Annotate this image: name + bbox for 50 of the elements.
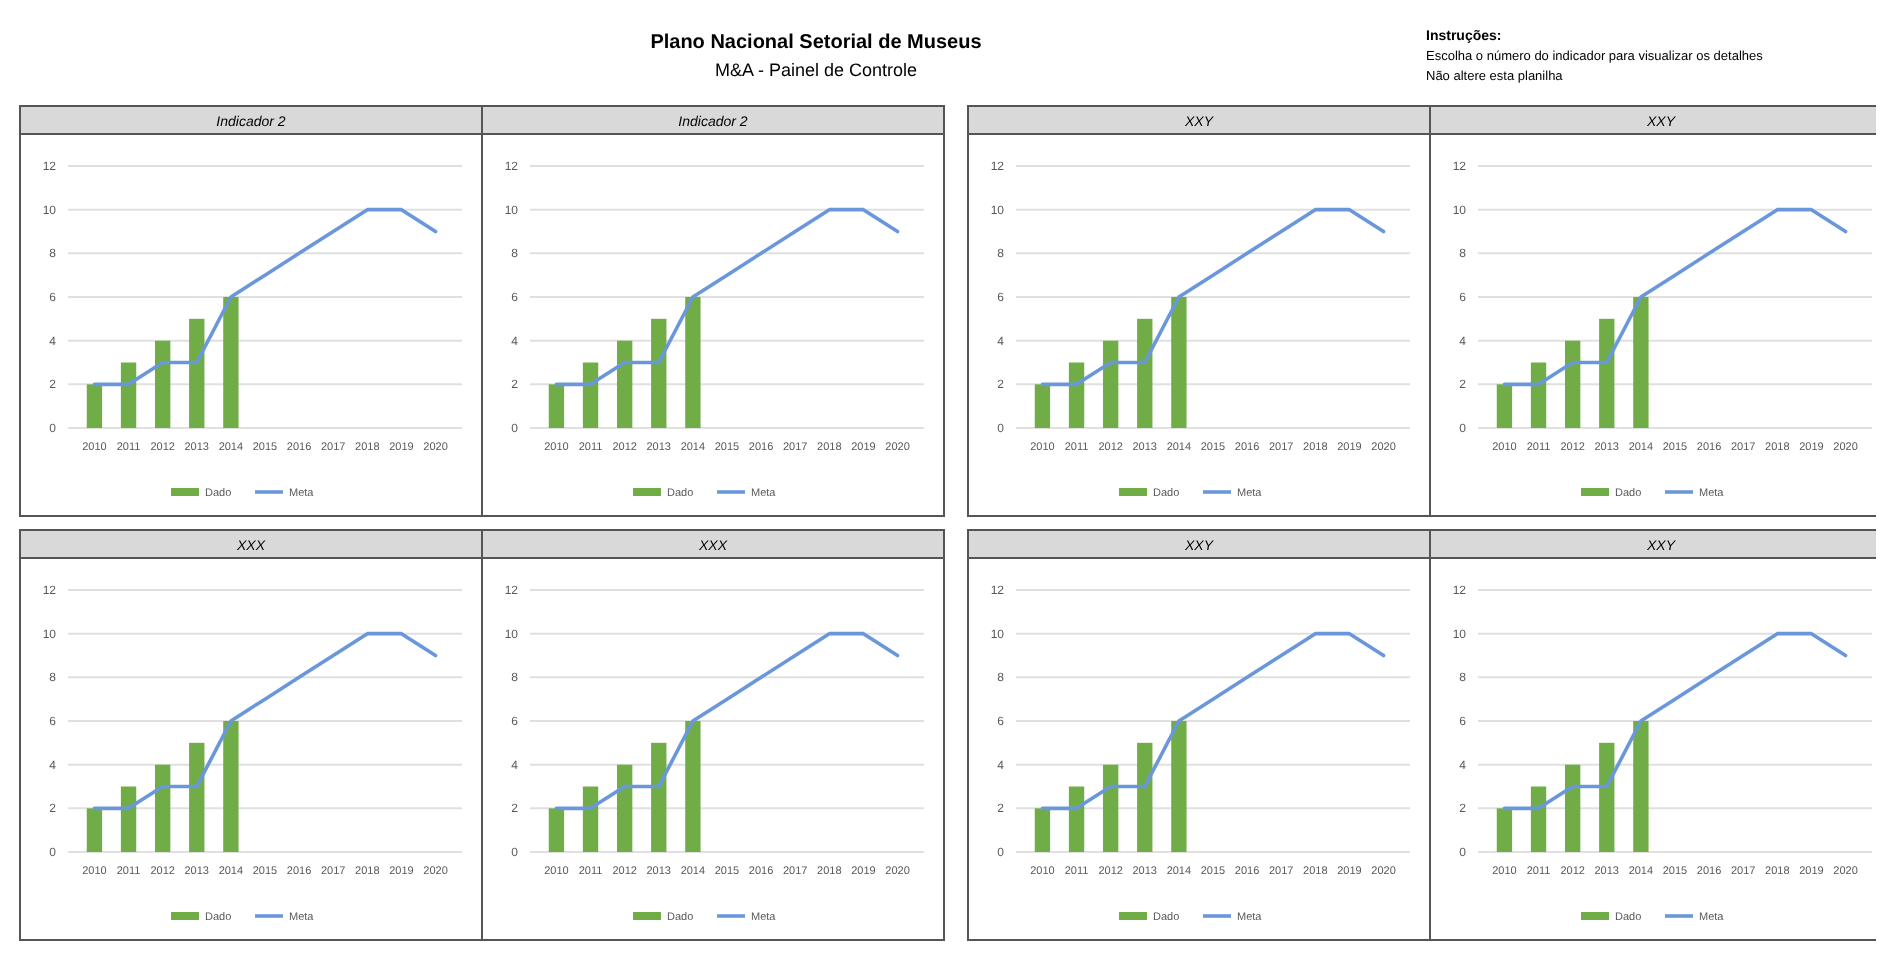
line-series: [554, 207, 900, 387]
bar: [154, 764, 171, 852]
text: Plano Nacional Setorial de Museus: [650, 32, 983, 54]
line-series: [1502, 207, 1848, 387]
bar: [120, 786, 137, 852]
line-series: [92, 631, 438, 811]
bar: [1599, 318, 1615, 428]
bar: [616, 340, 633, 428]
bar: [1068, 362, 1085, 428]
bar: [1171, 297, 1187, 428]
bar: [223, 297, 239, 428]
bar: [1496, 384, 1513, 428]
bar: [582, 362, 599, 428]
line-series: [92, 207, 438, 387]
bar: [685, 721, 701, 852]
text: M&A - Painel de Controle: [714, 60, 918, 80]
bar: [86, 384, 103, 428]
bar: [1034, 384, 1051, 428]
bar: [120, 362, 137, 428]
bar: [189, 318, 205, 428]
bar: [1171, 721, 1187, 852]
bar: [685, 297, 701, 428]
bar: [1564, 340, 1581, 428]
bar: [548, 384, 565, 428]
bar: [154, 340, 171, 428]
bar: [1496, 808, 1513, 852]
bar: [548, 808, 565, 852]
line-series: [1040, 631, 1386, 811]
bar: [1530, 362, 1547, 428]
bar: [1564, 764, 1581, 852]
line-series: [554, 631, 900, 811]
line-series: [1040, 207, 1386, 387]
bar: [1530, 786, 1547, 852]
bar: [616, 764, 633, 852]
bar: [651, 318, 667, 428]
bar: [1633, 721, 1649, 852]
bar: [1102, 764, 1119, 852]
bar: [651, 742, 667, 852]
bar: [189, 742, 205, 852]
bar: [1633, 297, 1649, 428]
bar: [223, 721, 239, 852]
bar: [582, 786, 599, 852]
bar: [1137, 318, 1153, 428]
bar: [1599, 742, 1615, 852]
bar: [1137, 742, 1153, 852]
bar: [86, 808, 103, 852]
bar: [1068, 786, 1085, 852]
line-series: [1502, 631, 1848, 811]
bar: [1102, 340, 1119, 428]
bar: [1034, 808, 1051, 852]
